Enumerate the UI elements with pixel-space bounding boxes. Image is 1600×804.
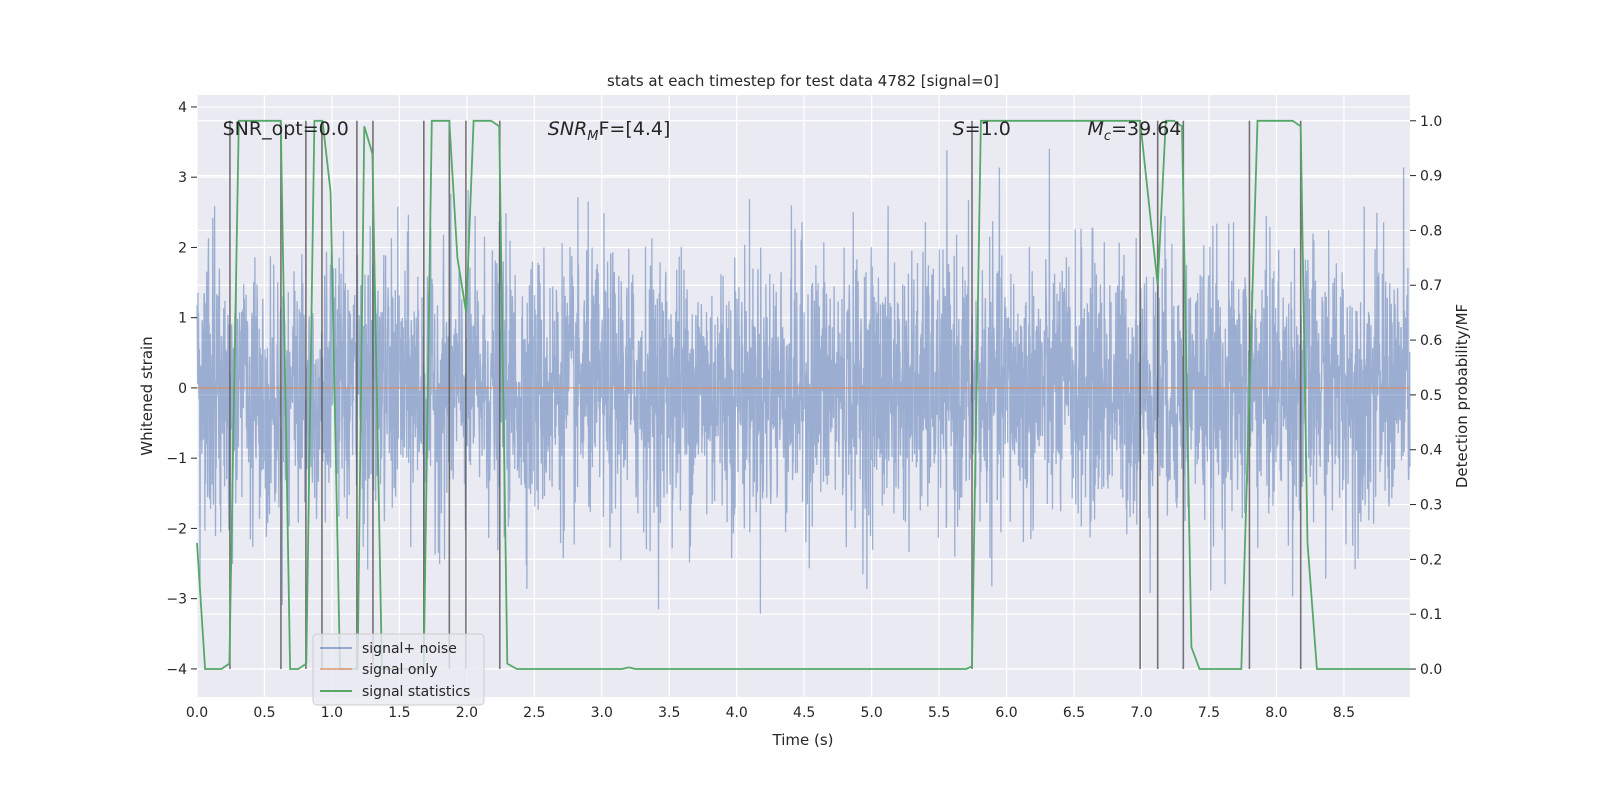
x-tick-label: 2.5 bbox=[523, 705, 545, 721]
x-tick-label: 1.0 bbox=[321, 705, 343, 721]
y-right-tick-label: 0.9 bbox=[1420, 169, 1442, 185]
x-tick-label: 2.0 bbox=[456, 705, 478, 721]
x-tick-label: 7.5 bbox=[1198, 705, 1220, 721]
annotation-main: S bbox=[953, 118, 965, 140]
x-tick-label: 8.5 bbox=[1333, 705, 1355, 721]
legend: signal+ noise signal only signal statist… bbox=[312, 633, 485, 706]
y-axis-label: Whitened strain bbox=[138, 336, 156, 455]
x-tick-label: 5.5 bbox=[928, 705, 950, 721]
x-tick-label: 0.5 bbox=[253, 705, 275, 721]
tick-labels: 0.0 0.5 1.0 1.5 2.0 2.5 3.0 3.5 4.0 4.5 5.0 5.5 6.0 6… bbox=[166, 100, 1442, 721]
signal-noise-series bbox=[196, 148, 1411, 614]
x-tick-label: 6.5 bbox=[1063, 705, 1085, 721]
chart-title: stats at each timestep for test data 478… bbox=[607, 72, 999, 90]
legend-label-signal-statistics: signal statistics bbox=[362, 684, 470, 700]
y-right-tick-label: 0.7 bbox=[1420, 278, 1442, 294]
x-tick-label: 7.0 bbox=[1130, 705, 1152, 721]
annotation: S=1.0 bbox=[953, 118, 1011, 140]
annotation-subscript: c bbox=[1104, 129, 1111, 144]
x-tick-label: 5.0 bbox=[861, 705, 883, 721]
annotation-main: M bbox=[1088, 118, 1104, 140]
y-right-tick-label: 1.0 bbox=[1420, 114, 1442, 130]
y-tick-label: −2 bbox=[166, 521, 187, 537]
annotation-tail: =1.0 bbox=[965, 118, 1011, 140]
y-tick-label: 1 bbox=[178, 311, 187, 327]
annotation-tail: =39.64 bbox=[1111, 118, 1181, 140]
x-tick-label: 6.0 bbox=[995, 705, 1017, 721]
annotation-main: SNR_opt=0.0 bbox=[223, 118, 349, 140]
y-tick-label: −3 bbox=[166, 592, 187, 608]
x-tick-label: 1.5 bbox=[388, 705, 410, 721]
x-tick-label: 3.0 bbox=[591, 705, 613, 721]
y-tick-label: −1 bbox=[166, 451, 187, 467]
y-right-tick-label: 0.3 bbox=[1420, 498, 1442, 514]
y-tick-label: 3 bbox=[178, 170, 187, 186]
annotation: SNR_opt=0.0 bbox=[223, 118, 349, 140]
y-tick-label: −4 bbox=[166, 662, 187, 678]
annotations: SNR_opt=0.0 SNRMF=[4.4] S=1.0 Mc=39.64 bbox=[223, 118, 1182, 144]
x-tick-label: 8.0 bbox=[1265, 705, 1287, 721]
y-right-tick-label: 0.5 bbox=[1420, 388, 1442, 404]
signal-statistics-series bbox=[196, 119, 1410, 670]
y-axis-label-right: Detection probability/MF bbox=[1453, 304, 1471, 488]
y-right-tick-label: 0.8 bbox=[1420, 223, 1442, 239]
y-tick-label: 2 bbox=[178, 240, 187, 256]
x-tick-label: 4.5 bbox=[793, 705, 815, 721]
y-tick-label: 0 bbox=[178, 381, 187, 397]
annotation-tail: F=[4.4] bbox=[599, 118, 671, 140]
annotation-subscript: M bbox=[587, 129, 598, 144]
y-right-tick-label: 0.0 bbox=[1420, 662, 1442, 678]
annotation: Mc=39.64 bbox=[1088, 118, 1182, 144]
y-right-tick-label: 0.6 bbox=[1420, 333, 1442, 349]
x-axis-label: Time (s) bbox=[772, 731, 834, 749]
annotation: SNRMF=[4.4] bbox=[548, 118, 671, 144]
y-right-tick-label: 0.2 bbox=[1420, 552, 1442, 568]
x-tick-label: 0.0 bbox=[186, 705, 208, 721]
y-right-tick-label: 0.1 bbox=[1420, 607, 1442, 623]
signal-statistics-line bbox=[196, 119, 1410, 670]
legend-box bbox=[312, 633, 485, 706]
signal-noise-line bbox=[196, 148, 1411, 614]
legend-label-signal-only: signal only bbox=[362, 662, 437, 678]
y-tick-label: 4 bbox=[178, 100, 187, 116]
x-tick-label: 4.0 bbox=[726, 705, 748, 721]
legend-label-signal-noise: signal+ noise bbox=[362, 641, 457, 657]
y-right-tick-label: 0.4 bbox=[1420, 443, 1442, 459]
annotation-main: SNR bbox=[548, 118, 587, 140]
x-tick-label: 3.5 bbox=[658, 705, 680, 721]
